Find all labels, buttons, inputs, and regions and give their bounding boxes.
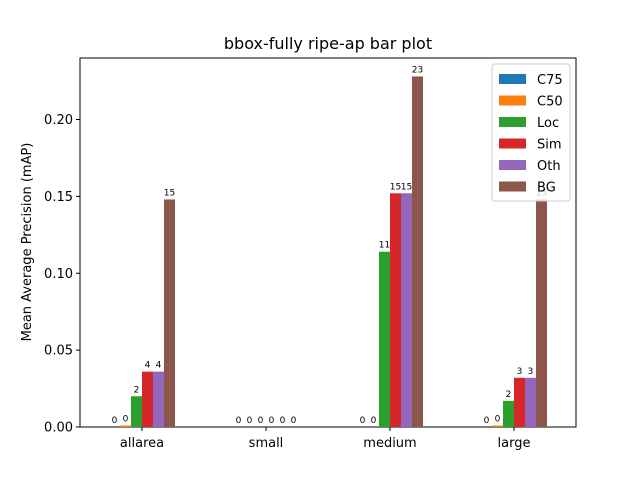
bar-loc-large (503, 400, 514, 427)
x-tick-label: small (249, 436, 284, 451)
bar-value-label: 0 (112, 416, 118, 426)
y-tick-label: 0.15 (44, 190, 73, 205)
bar-value-label: 0 (236, 416, 242, 426)
bar-value-label: 3 (517, 367, 523, 377)
bar-value-label: 15 (164, 188, 175, 198)
legend-label: BG (537, 181, 556, 196)
legend-swatch-loc (499, 117, 526, 127)
bar-oth-large (525, 377, 536, 427)
bar-value-label: 0 (371, 416, 377, 426)
bar-value-label: 2 (134, 385, 140, 395)
bar-value-label: 3 (528, 367, 534, 377)
bar-value-label: 15 (401, 182, 412, 192)
bar-sim-large (514, 377, 525, 427)
bar-value-label: 0 (247, 416, 253, 426)
x-tick-label: large (498, 436, 531, 451)
plot-frame (79, 57, 577, 428)
bar-c50-large (492, 425, 503, 427)
bar-value-label: 0 (280, 416, 286, 426)
x-tick-label: allarea (120, 436, 164, 451)
legend-swatch-oth (499, 160, 526, 170)
bar-bg-medium (412, 76, 423, 427)
legend-swatch-c50 (499, 95, 526, 106)
x-tick-label: medium (363, 436, 416, 451)
bar-value-label: 23 (412, 65, 423, 75)
legend-swatch-bg (499, 181, 526, 192)
bar-bg-allarea (164, 199, 175, 427)
bar-value-label: 4 (156, 361, 162, 371)
bar-sim-allarea (142, 371, 153, 427)
bar-value-label: 0 (291, 416, 297, 426)
bar-value-label: 0 (258, 416, 264, 426)
bar-value-label: 0 (484, 416, 490, 426)
legend: C75 C50 Loc Sim Oth BG (491, 63, 571, 202)
legend-label: C50 (537, 95, 563, 110)
bar-bg-large (536, 199, 547, 427)
y-axis-title: Mean Average Precision (mAP) (20, 143, 35, 342)
chart-title: bbox-fully ripe-ap bar plot (224, 34, 432, 53)
legend-label: Loc (537, 116, 559, 131)
legend-label: Sim (537, 138, 562, 153)
bar-value-label: 2 (506, 390, 512, 400)
legend-swatch-c75 (499, 74, 526, 84)
bar-loc-medium (379, 251, 390, 427)
legend-label: Oth (537, 159, 561, 174)
bar-value-label: 11 (379, 241, 390, 251)
bar-c50-allarea (120, 425, 131, 427)
bar-loc-allarea (131, 396, 142, 427)
bar-value-label: 4 (145, 361, 151, 371)
bar-value-label: 0 (123, 414, 129, 424)
y-tick-label: 0.05 (44, 344, 73, 359)
legend-swatch-sim (499, 138, 526, 149)
bar-value-label: 0 (360, 416, 366, 426)
y-tick-label: 0.00 (44, 421, 73, 436)
bar-sim-medium (390, 193, 401, 427)
y-tick-label: 0.10 (44, 267, 73, 282)
y-tick-label: 0.20 (44, 113, 73, 128)
bar-value-label: 0 (495, 414, 501, 424)
bar-value-label: 15 (390, 182, 401, 192)
bar-oth-medium (401, 193, 412, 427)
bar-oth-allarea (153, 371, 164, 427)
bar-value-label: 0 (269, 416, 275, 426)
legend-label: C75 (537, 73, 563, 88)
